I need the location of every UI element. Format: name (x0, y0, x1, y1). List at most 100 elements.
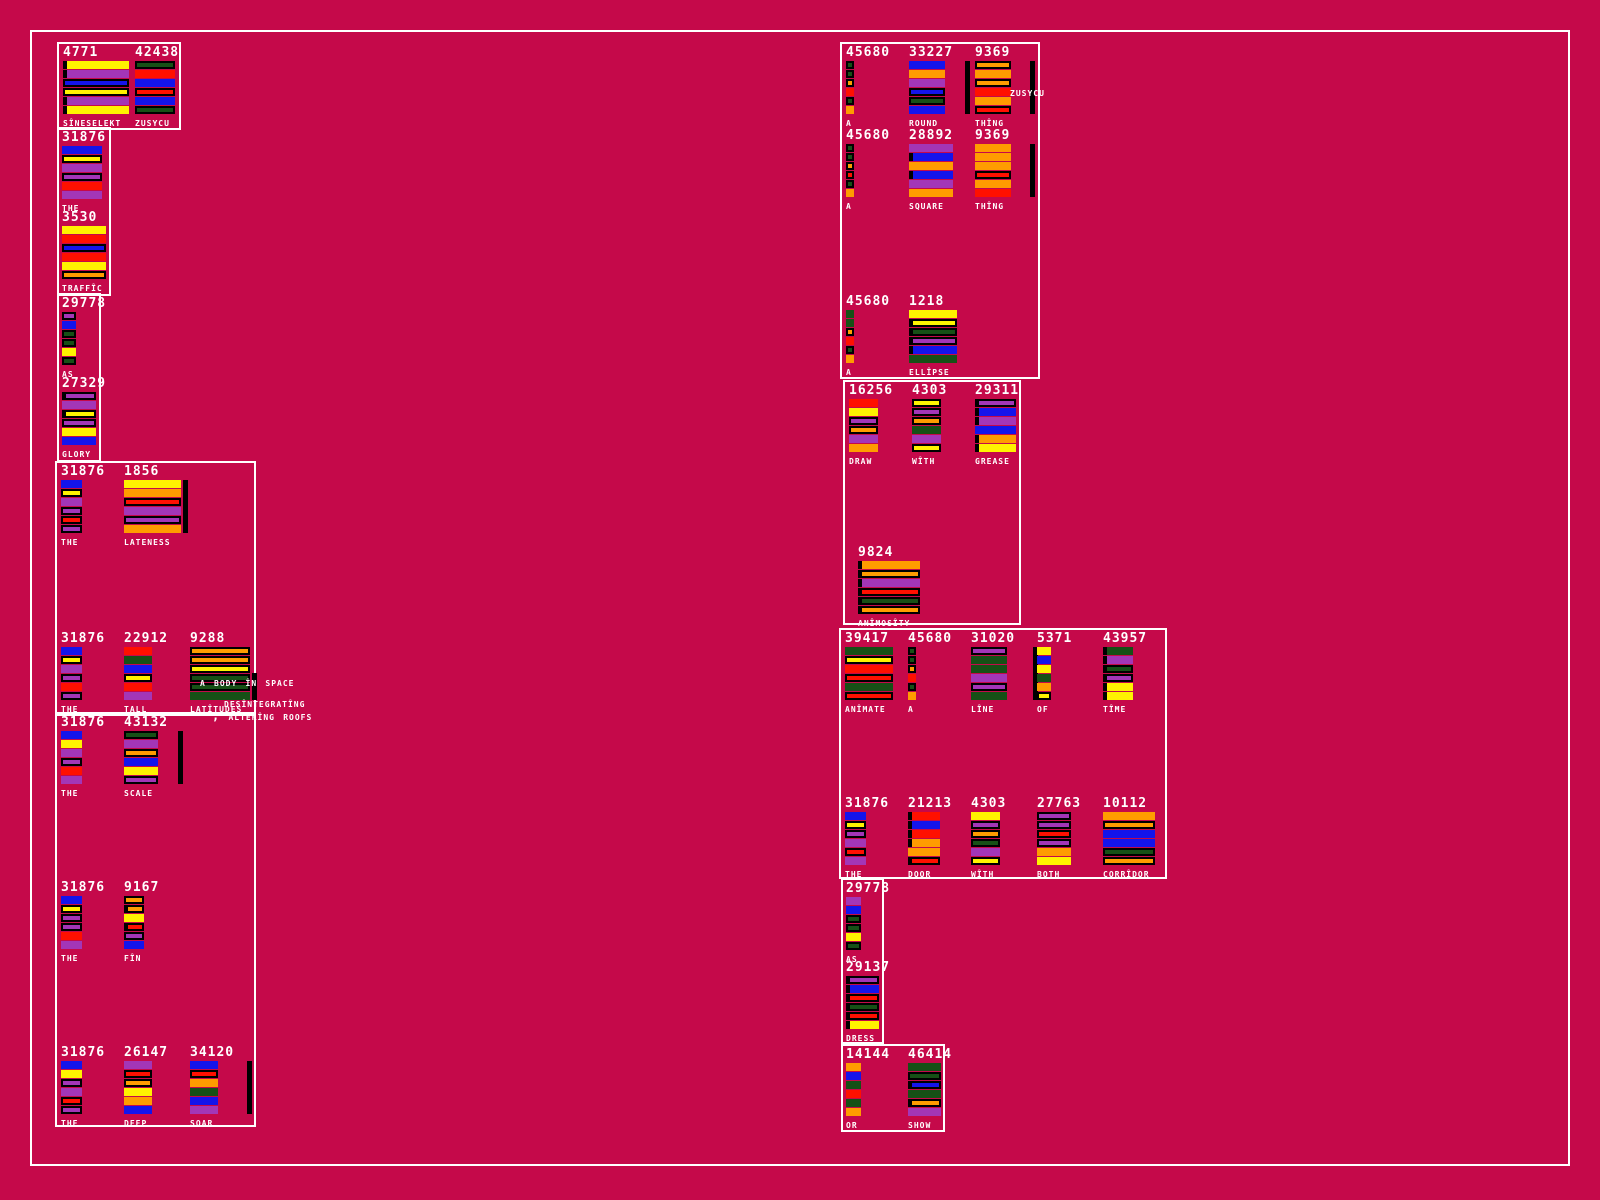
chart-word-label: zusycu (135, 115, 170, 129)
chart-word-label: tall (124, 701, 148, 715)
bar (135, 70, 175, 78)
chart-word-label: the (61, 1115, 79, 1129)
bar-stack (908, 1063, 952, 1116)
bar (62, 191, 102, 199)
word-bar-chart: 31876 the (61, 716, 105, 798)
bar (849, 426, 878, 434)
bar (190, 1061, 218, 1069)
bar-stack (846, 1063, 890, 1116)
bar (61, 692, 82, 700)
bar (61, 758, 82, 766)
bar (846, 189, 854, 197)
word-bar-chart: 22912 tall (124, 632, 168, 715)
word-bar-chart: 39417 anîmate (845, 632, 893, 714)
bar (62, 392, 96, 400)
word-bar-chart: 10112 corrîdor (1103, 797, 1155, 879)
bar (909, 337, 957, 345)
chart-value-label: 16256 (849, 383, 894, 398)
bar (975, 88, 1011, 96)
chart-value-label: 45680 (846, 294, 891, 309)
bar (846, 319, 854, 327)
chart-value-label: 9369 (975, 45, 1011, 60)
group-panel: 31876 the 3530 traffîc (57, 127, 111, 296)
bar-stack (61, 896, 105, 949)
bar (846, 985, 879, 993)
word-bar-chart: 31876 the (62, 131, 106, 214)
chart-word-label: show (908, 1117, 932, 1131)
bar (124, 674, 152, 682)
bar-stack (846, 310, 890, 363)
bar (975, 444, 1016, 452)
bar (124, 749, 158, 757)
chart-word-label: a (846, 198, 852, 212)
bar (190, 647, 250, 655)
bar (124, 914, 144, 922)
chart-word-label: the (845, 866, 863, 880)
chart-word-label: a (908, 701, 914, 715)
bar (190, 674, 250, 682)
bar (61, 776, 82, 784)
bar (1103, 692, 1133, 700)
chart-word-label: fîn (124, 950, 142, 964)
cursor-bar (1030, 61, 1035, 114)
bar (124, 1079, 152, 1087)
bar (61, 1088, 82, 1096)
bar (975, 97, 1011, 105)
bar (61, 740, 82, 748)
bar (190, 1097, 218, 1105)
bar (846, 994, 879, 1002)
bar (912, 435, 941, 443)
bar (61, 489, 82, 497)
bar (135, 97, 175, 105)
bar (124, 665, 152, 673)
bar (971, 692, 1007, 700)
bar (845, 857, 866, 865)
bar (908, 665, 916, 673)
bar (62, 330, 76, 338)
bar (1103, 839, 1155, 847)
bar (124, 489, 181, 497)
chart-word-label: the (61, 534, 79, 548)
floating-text: a body în space (200, 675, 295, 689)
chart-value-label: 31876 (61, 880, 106, 895)
chart-word-label: the (62, 200, 80, 214)
chart-word-label: latîtudes (190, 701, 243, 715)
bar (845, 848, 866, 856)
bar (846, 144, 854, 152)
bar-stack (1103, 812, 1155, 865)
chart-word-label: of (1037, 701, 1049, 715)
bar (62, 155, 102, 163)
group-panel: 4771 sîneselekt 42438 zusycu (57, 42, 181, 130)
bar (62, 271, 106, 279)
bar-stack (845, 647, 893, 700)
bar (909, 328, 957, 336)
word-bar-chart: 34120 soar (190, 1046, 252, 1128)
bar (61, 507, 82, 515)
bar (846, 79, 854, 87)
bar (1037, 830, 1071, 838)
bar (124, 1106, 152, 1114)
group-panel: 29778 as 27329 glory (57, 293, 105, 462)
chart-value-label: 4303 (912, 383, 948, 398)
bar (909, 355, 957, 363)
bar-stack (845, 812, 889, 865)
word-bar-chart: 29778 as (846, 882, 890, 964)
bar (908, 674, 916, 682)
bar (1037, 692, 1051, 700)
word-bar-chart: 4303 wîth (971, 797, 1006, 879)
bar (62, 146, 102, 154)
chart-value-label: 21213 (908, 796, 953, 811)
bar (124, 1061, 152, 1069)
bar (845, 821, 866, 829)
bar (846, 70, 854, 78)
word-bar-chart: 9288 latîtudes (190, 632, 257, 715)
bar (61, 1097, 82, 1105)
chart-value-label: 1856 (124, 464, 160, 479)
bar (912, 399, 941, 407)
word-bar-chart: 4771 sîneselekt (63, 46, 129, 128)
bar (908, 1081, 941, 1089)
bar (846, 933, 861, 941)
bar (846, 337, 854, 345)
bar (124, 758, 158, 766)
group-panel: 14144 or 46414 show (841, 1044, 951, 1132)
